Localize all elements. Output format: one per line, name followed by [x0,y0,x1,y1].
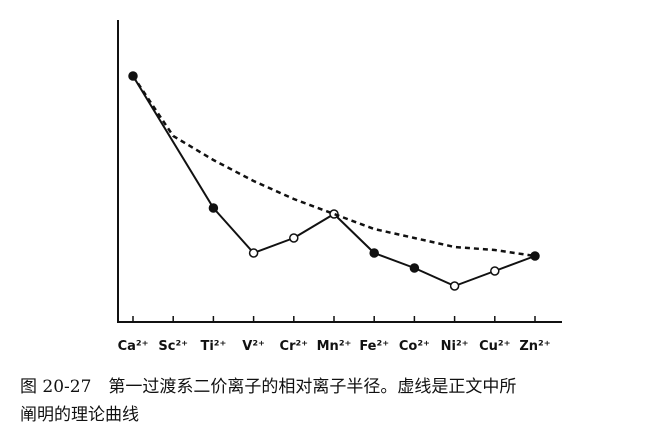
x-tick-label: Ni²⁺ [441,339,469,354]
data-segment [454,270,496,287]
data-point [449,281,460,291]
x-tick-label: Cr²⁺ [280,339,309,354]
x-tick-label: Ca²⁺ [118,339,149,354]
x-tick-label: Cu²⁺ [479,339,510,354]
data-segment [293,213,335,239]
data-segment [373,252,415,269]
data-segment [212,207,255,254]
x-tick-label: V²⁺ [242,339,265,354]
data-point [289,233,299,243]
data-segment [132,75,215,209]
data-point [409,263,420,273]
data-point [369,248,379,258]
x-tick-label: Fe²⁺ [359,339,389,354]
caption-line: 阐明的理论曲线 [20,405,139,425]
data-segment [333,213,375,254]
x-tick-label: Zn²⁺ [519,339,550,354]
data-segment [494,255,536,272]
data-segment [253,237,295,254]
data-point [248,248,259,258]
data-segment [413,267,456,287]
data-point [490,266,500,276]
data-point [208,203,219,213]
caption-line: 图 20-27 第一过渡系二价离子的相对离子半径。虚线是正文中所 [20,377,516,397]
x-tick-label: Ti²⁺ [200,339,226,354]
x-tick-label: Co²⁺ [399,339,430,354]
theory-curve [131,75,536,258]
x-tick-label: Mn²⁺ [317,339,352,354]
x-tick-label: Sc²⁺ [158,339,188,354]
